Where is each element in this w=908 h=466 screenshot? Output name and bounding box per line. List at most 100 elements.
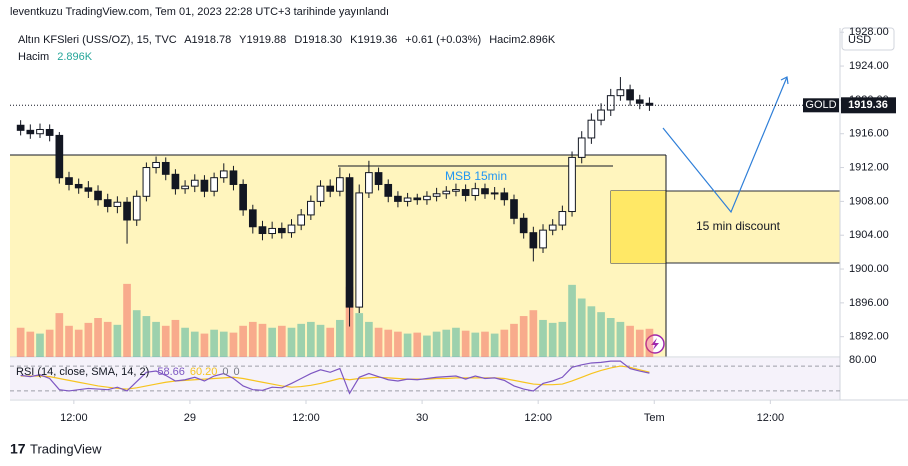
candle-body bbox=[113, 201, 122, 207]
candle-body bbox=[248, 209, 257, 228]
volume-bar bbox=[123, 283, 131, 357]
volume-bar bbox=[297, 323, 306, 357]
candle-body bbox=[471, 188, 480, 196]
discount-overlap bbox=[611, 191, 666, 263]
volume-bar bbox=[568, 284, 576, 357]
x-tick-label: 12:00 bbox=[524, 412, 552, 424]
candle-body bbox=[490, 192, 499, 195]
candle-body bbox=[123, 201, 131, 221]
volume-bar bbox=[45, 329, 54, 357]
x-tick-label: 30 bbox=[416, 412, 428, 424]
y-tick-label: 1916.00 bbox=[849, 128, 889, 140]
volume-bar bbox=[268, 327, 276, 357]
x-tick-label: 12:00 bbox=[292, 412, 320, 424]
volume-bar bbox=[490, 333, 499, 357]
volume-bar bbox=[519, 316, 528, 357]
candle-body bbox=[519, 217, 528, 234]
volume: Hacim2.896K bbox=[489, 34, 556, 46]
candle-body bbox=[316, 185, 325, 202]
alert-bolt bbox=[651, 338, 659, 350]
rsi-line bbox=[20, 360, 650, 395]
candle-body bbox=[94, 190, 102, 201]
volume-bar bbox=[287, 327, 296, 357]
rsi-tick-label: 80.00 bbox=[849, 354, 877, 366]
volume-bar bbox=[471, 332, 480, 357]
volume-bar bbox=[55, 313, 64, 357]
candle-body bbox=[365, 172, 373, 194]
legend: Altın KFSleri (USS/OZ), 15, TVC A1918.78… bbox=[18, 34, 560, 46]
candle-body bbox=[84, 187, 93, 192]
volume-bar bbox=[374, 327, 383, 357]
candle-body bbox=[394, 195, 402, 202]
ohlc: Y1919.88 bbox=[239, 34, 287, 46]
candle-body bbox=[587, 119, 596, 139]
annotation: 15 min discount bbox=[696, 219, 781, 233]
volume-bar bbox=[84, 322, 93, 357]
candle-body bbox=[171, 173, 180, 190]
y-tick-label: 1912.00 bbox=[849, 161, 889, 173]
candle-body bbox=[152, 161, 160, 169]
candle-body bbox=[55, 134, 64, 179]
volume-bar bbox=[355, 313, 364, 357]
candle-body bbox=[423, 195, 431, 201]
volume-bar bbox=[307, 321, 315, 357]
candle-body bbox=[26, 129, 35, 135]
candle-body bbox=[200, 179, 209, 192]
candle-body bbox=[65, 177, 73, 185]
candle-body bbox=[500, 192, 509, 201]
price-tag-bg bbox=[841, 97, 896, 114]
candle-body bbox=[142, 167, 151, 197]
volume-bar bbox=[142, 316, 151, 357]
currency-box[interactable] bbox=[841, 27, 895, 51]
rsi-value: 0 bbox=[233, 366, 240, 378]
candle-body bbox=[529, 232, 538, 249]
volume-bar bbox=[500, 329, 509, 357]
price-tag: 1919.36 bbox=[848, 99, 888, 111]
volume-bar bbox=[336, 319, 344, 357]
publisher: leventkuzu TradingView.com, Tem 01, 2023… bbox=[10, 6, 390, 18]
candle-body bbox=[297, 214, 306, 226]
candle-body bbox=[432, 193, 441, 197]
candle-body bbox=[287, 224, 296, 234]
currency: USD bbox=[848, 34, 871, 46]
candle-body bbox=[307, 200, 315, 216]
ohlc: K1919.36 bbox=[350, 34, 398, 46]
volume-bar bbox=[365, 321, 373, 357]
volume-bar bbox=[587, 306, 596, 357]
candle-body bbox=[413, 197, 422, 201]
candle-body bbox=[461, 189, 470, 196]
candle-body bbox=[345, 177, 354, 308]
candle-body bbox=[616, 89, 625, 97]
volume-bar bbox=[200, 333, 209, 357]
candle-body bbox=[258, 226, 267, 235]
candle-body bbox=[45, 128, 54, 136]
volume-bar bbox=[103, 321, 112, 357]
candle-body bbox=[442, 190, 451, 195]
volume-bar bbox=[161, 325, 170, 357]
candle-body bbox=[74, 183, 83, 189]
volume-bar bbox=[529, 310, 538, 357]
volume-bar bbox=[181, 327, 189, 357]
volume-bar bbox=[645, 328, 654, 357]
volume-label: Hacim bbox=[18, 51, 50, 63]
ohlc: D1918.30 bbox=[294, 34, 343, 46]
volume-bar bbox=[432, 331, 441, 357]
y-tick-label: 1904.00 bbox=[849, 229, 889, 241]
candle-body bbox=[132, 195, 141, 221]
candle-body bbox=[181, 185, 189, 190]
volume-legend: Hacim 2.896K bbox=[18, 51, 97, 63]
rsi-value: 60.20 bbox=[189, 366, 218, 378]
candle-body bbox=[597, 109, 605, 121]
candle-body bbox=[210, 177, 218, 192]
y-tick-label: 1896.00 bbox=[849, 297, 889, 309]
candle-body bbox=[326, 185, 335, 192]
volume-bar bbox=[210, 329, 218, 357]
candle-body bbox=[268, 227, 276, 235]
candle-body bbox=[510, 199, 518, 219]
projection-arrow bbox=[662, 76, 788, 214]
candle-body bbox=[103, 199, 112, 207]
candle-body bbox=[481, 188, 489, 195]
volume-bar bbox=[113, 324, 122, 357]
y-tick-label: 1928.00 bbox=[849, 26, 889, 38]
